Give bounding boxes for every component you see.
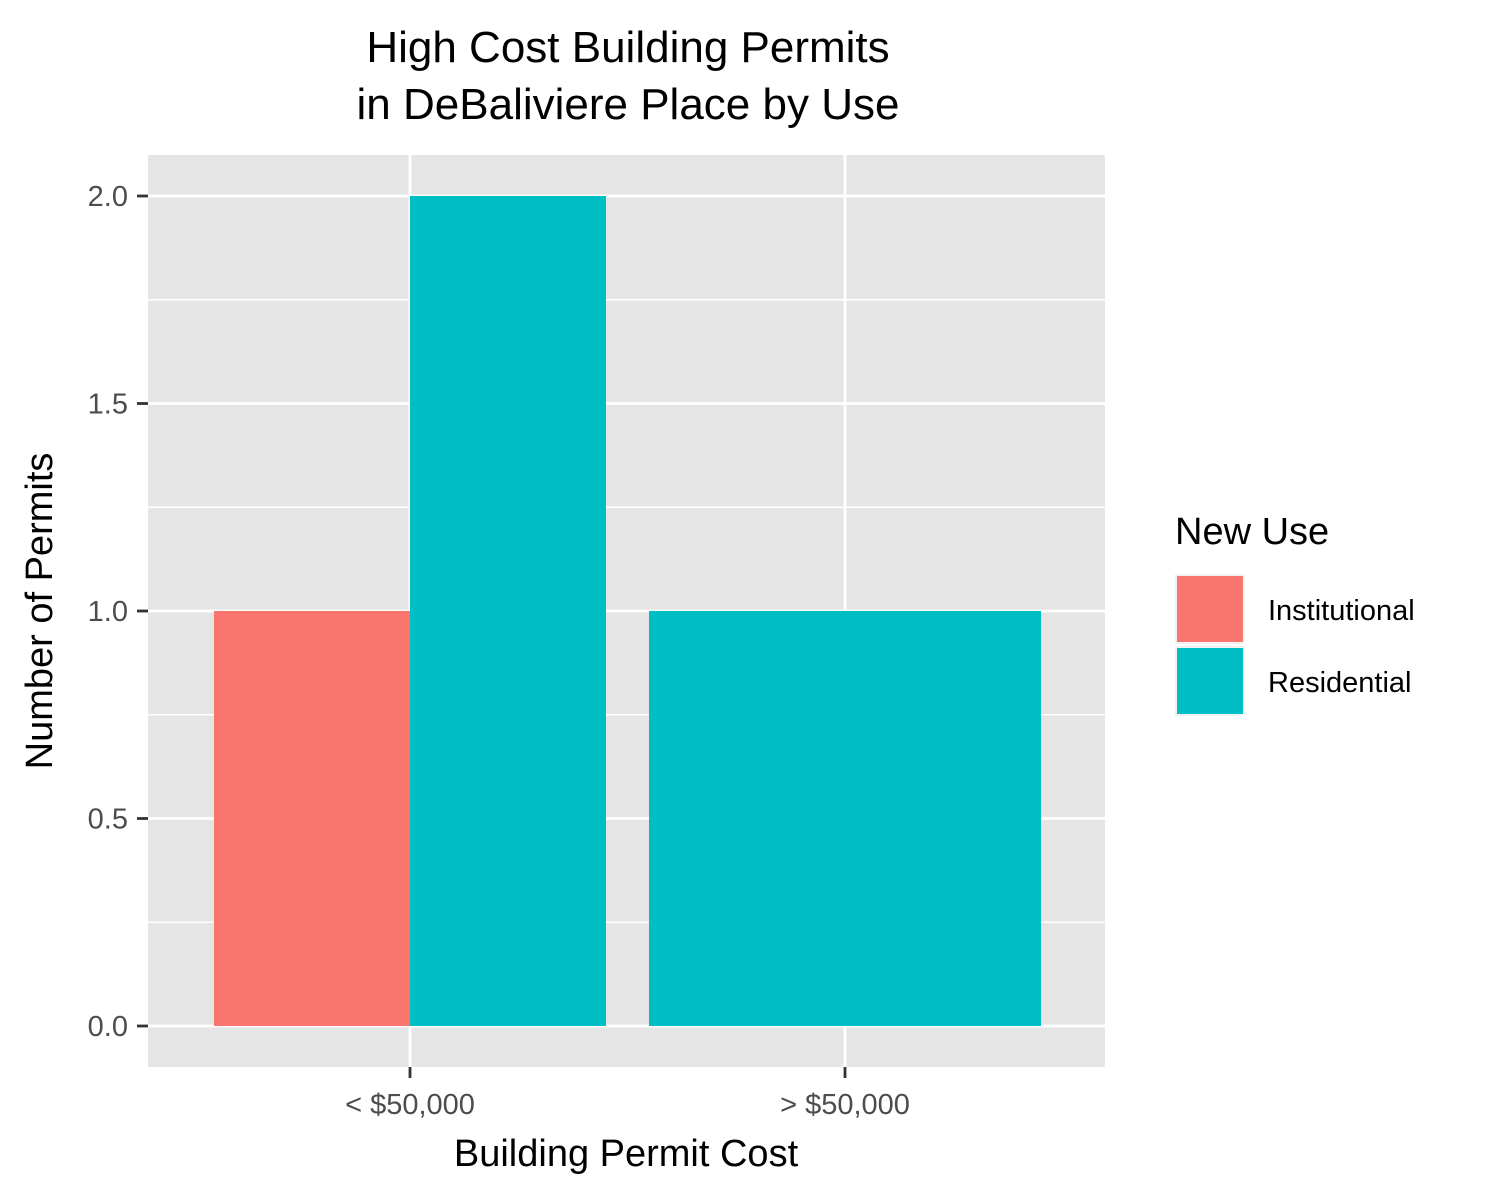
legend-label-residential: Residential — [1268, 667, 1411, 699]
y-tick-label-4: 2.0 — [88, 181, 128, 213]
bar-residential-0 — [410, 196, 606, 1026]
x-tick-label-0: < $50,000 — [345, 1089, 475, 1121]
bars-group — [214, 196, 1041, 1026]
bar-institutional-0 — [214, 611, 410, 1026]
legend-title: New Use — [1175, 511, 1329, 553]
y-tick-label-1: 0.5 — [88, 804, 128, 836]
x-axis: < $50,000 > $50,000 — [345, 1067, 910, 1121]
bar-residential-1 — [649, 611, 1041, 1026]
legend-swatch-institutional — [1177, 576, 1243, 642]
y-tick-label-3: 1.5 — [88, 389, 128, 421]
y-tick-label-2: 1.0 — [88, 596, 128, 628]
legend-label-institutional: Institutional — [1268, 595, 1415, 627]
chart-title-line-2: in DeBaliviere Place by Use — [357, 80, 900, 129]
chart-title-line-1: High Cost Building Permits — [366, 23, 889, 72]
y-axis-title: Number of Permits — [19, 453, 61, 770]
legend-swatch-residential — [1177, 648, 1243, 714]
x-tick-label-1: > $50,000 — [780, 1089, 910, 1121]
y-axis: 0.0 0.5 1.0 1.5 2.0 — [88, 181, 148, 1043]
legend: New Use Institutional Residential — [1175, 511, 1415, 716]
y-tick-label-0: 0.0 — [88, 1011, 128, 1043]
x-axis-title: Building Permit Cost — [454, 1133, 799, 1175]
